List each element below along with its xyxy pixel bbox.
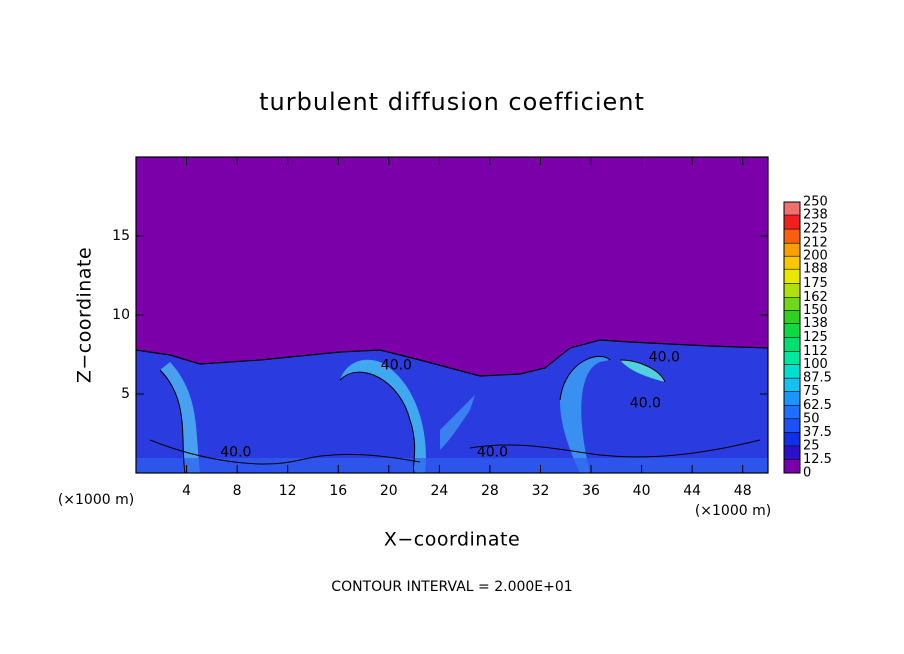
colorbar-label: 138: [803, 316, 828, 331]
x-tick-label: 28: [481, 483, 499, 499]
contour-label: 40.0: [649, 350, 680, 366]
x-tick-label: 40: [633, 483, 651, 499]
y-tick-label: 5: [121, 386, 130, 402]
colorbar-label: 87.5: [803, 371, 832, 386]
colorbar-label: 50: [803, 411, 820, 426]
colorbar-label: 200: [803, 249, 828, 264]
colorbar-band: [784, 418, 800, 433]
x-tick-label: 12: [279, 483, 297, 499]
colorbar-label: 162: [803, 290, 828, 305]
colorbar-band: [784, 337, 800, 352]
colorbar-band: [784, 243, 800, 257]
y-tick-label: 15: [112, 228, 130, 244]
colorbar-label: 238: [803, 208, 828, 223]
colorbar-label: 12.5: [803, 452, 832, 467]
colorbar-label: 75: [803, 384, 820, 399]
x-tick-label: 16: [329, 483, 347, 499]
colorbar-label: 225: [803, 222, 828, 237]
y-tick-label: 10: [112, 307, 130, 323]
contour-label: 40.0: [477, 444, 508, 460]
x-tick-label: 48: [734, 483, 752, 499]
colorbar-label: 62.5: [803, 398, 832, 413]
x-tick-label: 32: [532, 483, 550, 499]
x-tick-label: 8: [233, 483, 242, 499]
colorbar-label: 100: [803, 357, 828, 372]
x-tick-label: 4: [182, 483, 191, 499]
colorbar-band: [784, 323, 800, 338]
colorbar-band: [784, 351, 800, 365]
colorbar-band: [784, 283, 800, 298]
colorbar-band: [784, 459, 800, 473]
colorbar-band: [784, 269, 800, 284]
colorbar-band: [784, 432, 800, 446]
colorbar-band: [784, 297, 800, 311]
colorbar-label: 37.5: [803, 425, 832, 440]
field: [135, 157, 769, 474]
colorbar-band: [784, 256, 800, 270]
colorbar-label: 188: [803, 262, 828, 277]
colorbar-label: 0: [803, 466, 811, 481]
colorbar-band: [784, 310, 800, 324]
contour-label: 40.0: [630, 395, 661, 411]
colorbar-band: [784, 445, 800, 460]
colorbar-band: [784, 391, 800, 406]
colorbar-band: [784, 364, 800, 379]
y-axis-label: Z−coordinate: [74, 247, 96, 383]
x-unit-label: (×1000 m): [695, 503, 771, 519]
contour-label: 40.0: [220, 444, 251, 460]
colorbar-band: [784, 202, 800, 216]
colorbar-label: 175: [803, 276, 828, 291]
footer-note: CONTOUR INTERVAL = 2.000E+01: [331, 579, 572, 595]
x-tick-label: 20: [380, 483, 398, 499]
colorbar-band: [784, 229, 800, 244]
colorbar-label: 25: [803, 438, 820, 453]
colorbar-label: 250: [803, 195, 828, 210]
contour-label: 40.0: [381, 358, 412, 374]
x-axis-label: X−coordinate: [384, 529, 520, 551]
colorbar-band: [784, 405, 800, 419]
x-tick-label: 44: [683, 483, 701, 499]
colorbar-label: 112: [803, 344, 828, 359]
colorbar-band: [784, 378, 800, 392]
colorbar-label: 150: [803, 303, 828, 318]
colorbar-band: [784, 215, 800, 230]
x-unit-label: (×1000 m): [58, 492, 134, 508]
x-tick-label: 24: [430, 483, 448, 499]
colorbar-label: 125: [803, 330, 828, 345]
chart-title: turbulent diffusion coefficient: [259, 88, 645, 116]
x-tick-label: 36: [582, 483, 600, 499]
colorbar-label: 212: [803, 236, 828, 251]
